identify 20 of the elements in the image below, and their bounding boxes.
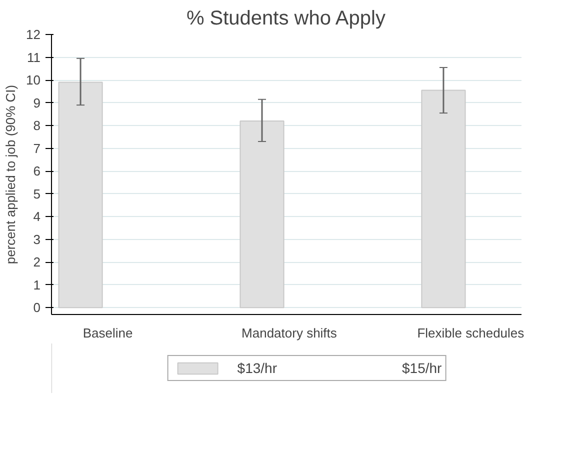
y-tick-label: 4 xyxy=(33,209,41,224)
legend-label: $13/hr xyxy=(237,360,277,376)
y-tick-label: 12 xyxy=(26,27,41,42)
chart-title: % Students who Apply xyxy=(186,8,386,30)
text: $15/hr xyxy=(402,360,442,376)
y-tick-label: 10 xyxy=(26,72,41,88)
x-tick-label: Mandatory shifts xyxy=(242,326,338,340)
y-tick-label: 11 xyxy=(27,50,41,65)
y-tick-label: 9 xyxy=(33,95,41,110)
x-tick-label: Baseline xyxy=(82,326,133,340)
y-axis-title: percent applied to job (90% CI) xyxy=(3,84,18,264)
y-tick-label: 0 xyxy=(33,300,41,316)
y-tick-label: 7 xyxy=(33,140,41,156)
x-tick-label: Flexible schedules xyxy=(417,326,525,340)
y-tick-label: 8 xyxy=(33,118,41,134)
y-tick-label: 1 xyxy=(33,277,41,292)
y-tick-label: 6 xyxy=(33,164,41,179)
y-tick-label: 3 xyxy=(33,232,41,247)
y-tick-label: 2 xyxy=(33,254,41,270)
y-tick-label: 5 xyxy=(33,186,41,202)
